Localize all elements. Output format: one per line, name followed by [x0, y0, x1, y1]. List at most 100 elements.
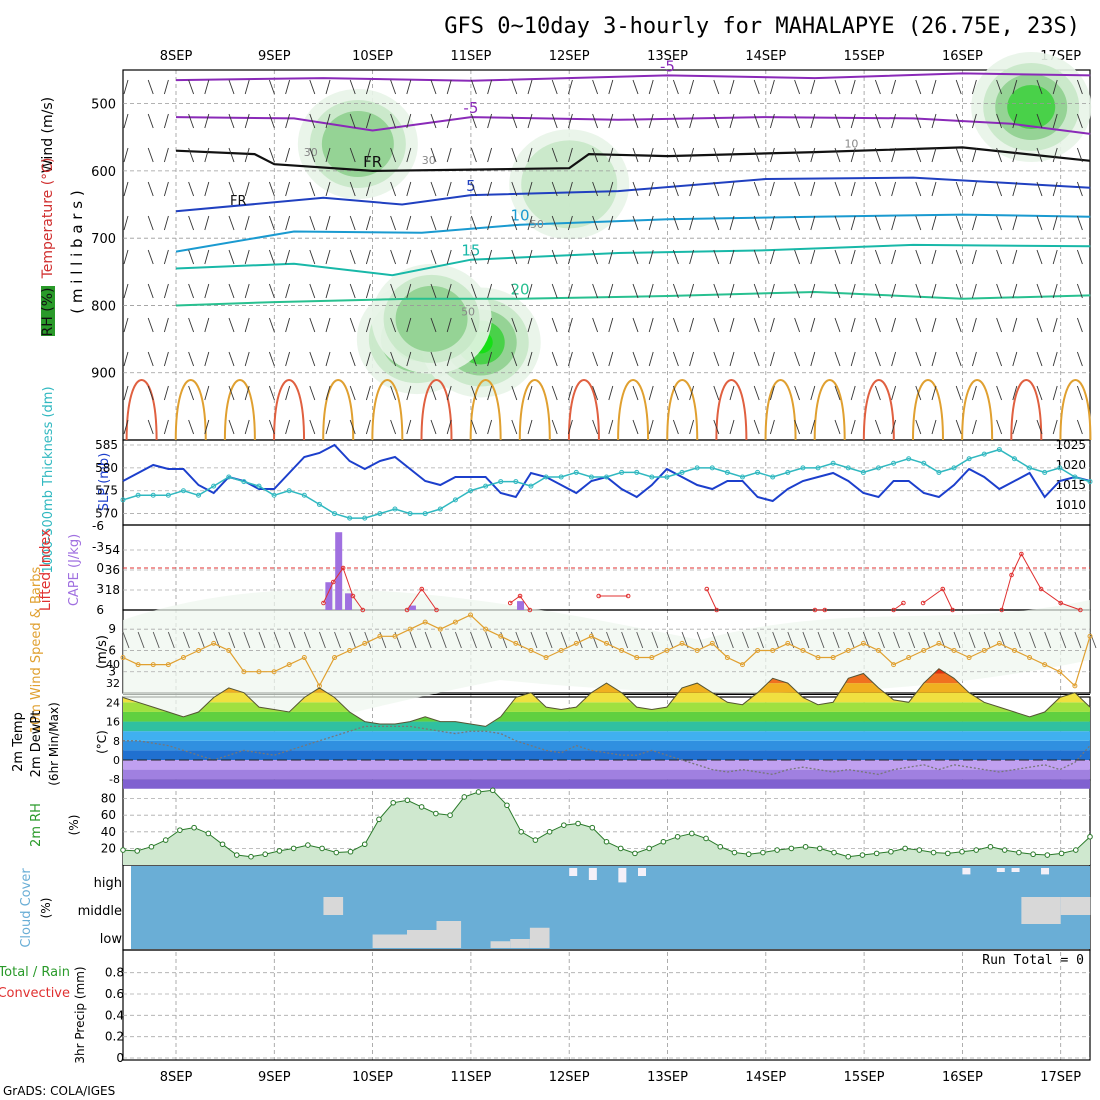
panel-frame: [122, 69, 1091, 441]
wind10-point: [664, 647, 670, 653]
lifted-point: [360, 607, 366, 613]
date-label-top: 14SEP: [745, 49, 786, 64]
rh2m-point: [305, 842, 311, 848]
wind-barb: [470, 419, 477, 435]
pressure-tick: 800: [91, 299, 116, 314]
panel-frame: [122, 949, 1091, 1061]
contour-label: -5: [660, 57, 675, 75]
wind-barb: [729, 283, 735, 299]
rh2m-point: [1044, 852, 1051, 858]
wind-barb: [228, 147, 235, 163]
wind-barb: [592, 79, 599, 95]
wind-barb: [325, 147, 331, 163]
wind-barb: [268, 147, 275, 163]
wind-barb: [123, 79, 129, 95]
thickness-point: [1042, 469, 1048, 475]
wind-barb: [810, 385, 816, 401]
wind-barb: [309, 181, 316, 197]
wind-barb: [1052, 249, 1058, 265]
wind10-label: 10m Wind Speed & Barbs: [29, 567, 44, 734]
lifted-tick: 0: [96, 561, 104, 575]
wind-barb: [689, 283, 695, 299]
wind-barb: [794, 385, 801, 401]
temp-band: [123, 702, 1090, 712]
thickness-tick: 575: [95, 484, 118, 498]
wind-barb: [592, 181, 599, 197]
wind-barb: [188, 215, 195, 231]
wind-barb: [891, 215, 897, 231]
rh2m-point: [546, 829, 553, 835]
wind-barb: [955, 317, 962, 333]
wind-barb: [204, 351, 210, 367]
wind-barb: [527, 283, 533, 299]
wind10-barb: [258, 631, 266, 649]
wind-barb: [1052, 215, 1058, 231]
wind-barb: [123, 283, 129, 299]
wind-barb: [204, 147, 210, 163]
wind-barb: [850, 249, 856, 265]
wind-barb: [672, 113, 679, 129]
wind-barb: [527, 147, 533, 163]
thickness-point: [891, 460, 897, 466]
wind-barb: [349, 113, 356, 129]
wind10-barb: [1014, 631, 1021, 649]
thickness-point: [1011, 456, 1017, 462]
temperature-contour: [175, 243, 1091, 277]
rh2m-point: [788, 845, 795, 852]
wind-barb: [567, 181, 573, 197]
wind-barb: [1036, 181, 1043, 197]
wind-barb: [365, 283, 371, 299]
wind10-point: [150, 662, 156, 668]
wind-barb: [147, 147, 154, 163]
cape-tick: 54: [105, 543, 120, 557]
lifted-point: [404, 607, 410, 613]
thickness-point: [392, 506, 398, 512]
wind10-barb: [802, 631, 810, 649]
wind-barb: [325, 317, 331, 333]
wind-barb: [672, 419, 679, 435]
wind-barb: [511, 283, 518, 299]
thickness-point: [452, 497, 458, 503]
minmax-label: (6hr Min/Max): [47, 702, 61, 786]
rh2m-point: [902, 845, 908, 852]
date-label-bottom: 16SEP: [942, 1070, 983, 1085]
cloud-high-block: [996, 868, 1005, 872]
warm-contour: [567, 379, 600, 441]
wind-barb: [567, 385, 573, 401]
wind10-point: [392, 633, 398, 639]
wind-barb: [244, 249, 250, 265]
wind10-point: [996, 640, 1002, 646]
pressure-tick: 500: [91, 98, 116, 113]
pressure-tick: 600: [91, 165, 116, 180]
wind-barb: [268, 385, 275, 401]
wind-barb: [729, 215, 735, 231]
rh-legend-swatch: [41, 286, 55, 336]
wind-barb: [874, 385, 881, 401]
wind10-point: [211, 640, 217, 646]
cloud-high-block: [638, 868, 647, 876]
rh2m-point: [1016, 849, 1022, 856]
thickness-point: [966, 456, 972, 462]
wind10-barb: [454, 631, 462, 649]
wind-barb: [971, 249, 977, 265]
wind-barb: [390, 419, 397, 435]
warm-contour: [469, 379, 502, 441]
wind-barb: [470, 249, 477, 265]
wind10-point: [755, 647, 761, 653]
temp-band: [123, 711, 1090, 722]
lifted-point: [901, 600, 906, 606]
wind-barb: [204, 419, 210, 435]
wind-barb: [365, 113, 371, 129]
wind-barb: [632, 351, 639, 367]
date-label-top: 12SEP: [549, 49, 590, 64]
wind-barb: [511, 249, 518, 265]
wind-barb: [228, 181, 235, 197]
wind10-point: [588, 633, 594, 639]
wind-barb: [713, 385, 720, 401]
wind-barb: [955, 147, 962, 163]
wind10-barb: [575, 631, 583, 649]
wind10-barb: [560, 631, 568, 649]
wind-barb: [228, 249, 235, 265]
wind-barb: [527, 351, 533, 367]
wind-barb: [1036, 215, 1043, 231]
